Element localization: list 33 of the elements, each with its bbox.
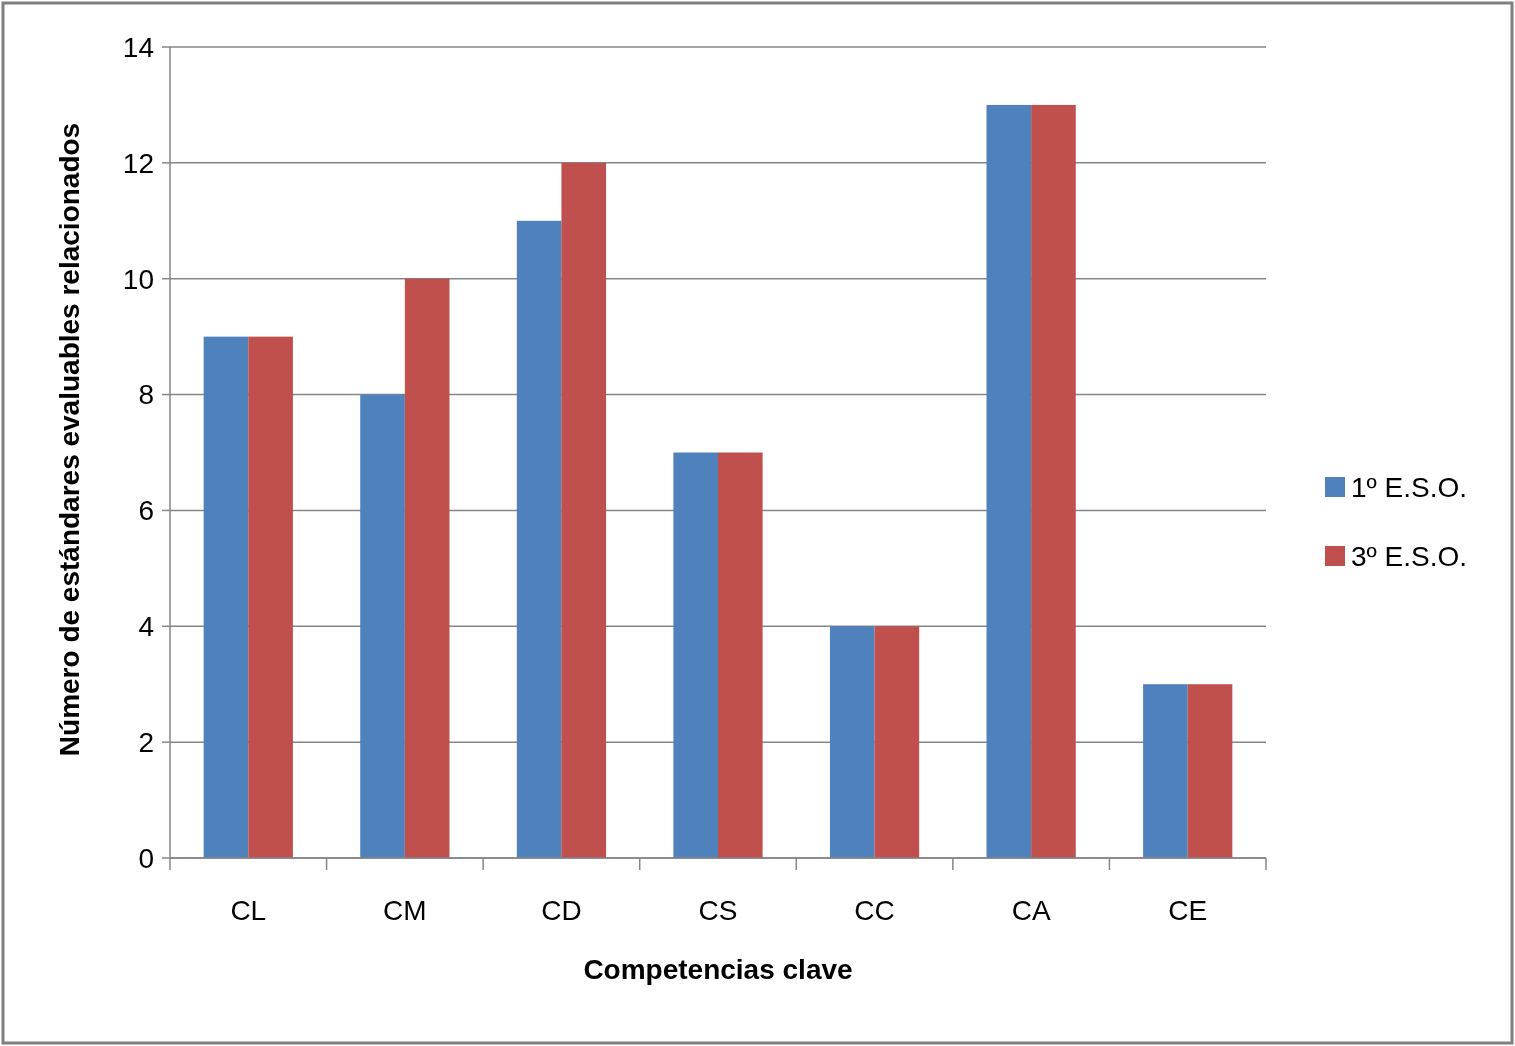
- x-tick-label: CE: [1168, 895, 1208, 926]
- bar: [516, 220, 562, 858]
- x-tick-label: CA: [1011, 895, 1051, 926]
- bar: [1143, 684, 1188, 858]
- y-tick-label: 4: [138, 611, 154, 643]
- y-tick-label: 6: [138, 495, 154, 527]
- legend-label: 3º E.S.O.: [1351, 540, 1468, 572]
- x-axis-title: Competencias clave: [583, 954, 853, 985]
- x-tick-label: CM: [383, 895, 427, 926]
- y-tick-label: 14: [122, 31, 154, 63]
- legend-label: 1º E.S.O.: [1351, 471, 1468, 503]
- bar: [673, 452, 718, 858]
- y-tick-label: 8: [138, 379, 154, 411]
- bar: [718, 452, 763, 858]
- x-tick-label: CS: [698, 895, 738, 926]
- y-tick-label: 12: [122, 147, 154, 179]
- bar: [986, 104, 1032, 858]
- bar: [874, 626, 920, 858]
- bar: [360, 394, 405, 858]
- bar: [248, 336, 293, 858]
- bar: [829, 626, 875, 858]
- y-axis-title: Número de estándares evaluables relacionados: [54, 122, 85, 757]
- bar: [1031, 104, 1076, 858]
- bar: [1187, 684, 1233, 858]
- x-tick-label: CD: [541, 895, 582, 926]
- bar: [561, 162, 607, 858]
- x-tick-label: CC: [854, 895, 895, 926]
- y-tick-label: 10: [122, 263, 154, 295]
- x-tick-label: CL: [230, 895, 267, 926]
- y-tick-label: 0: [138, 842, 154, 874]
- bar: [404, 278, 450, 858]
- bar: [203, 336, 249, 858]
- y-tick-label: 2: [138, 726, 154, 758]
